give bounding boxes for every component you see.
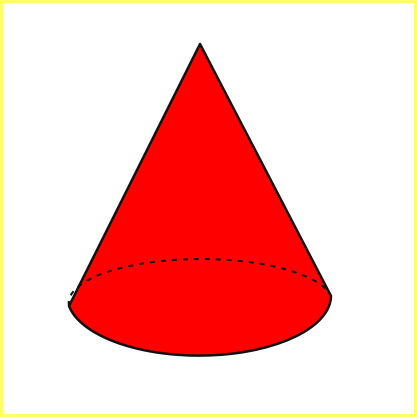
cone-base-hidden-edge <box>67 258 332 307</box>
cone-body <box>67 42 333 357</box>
